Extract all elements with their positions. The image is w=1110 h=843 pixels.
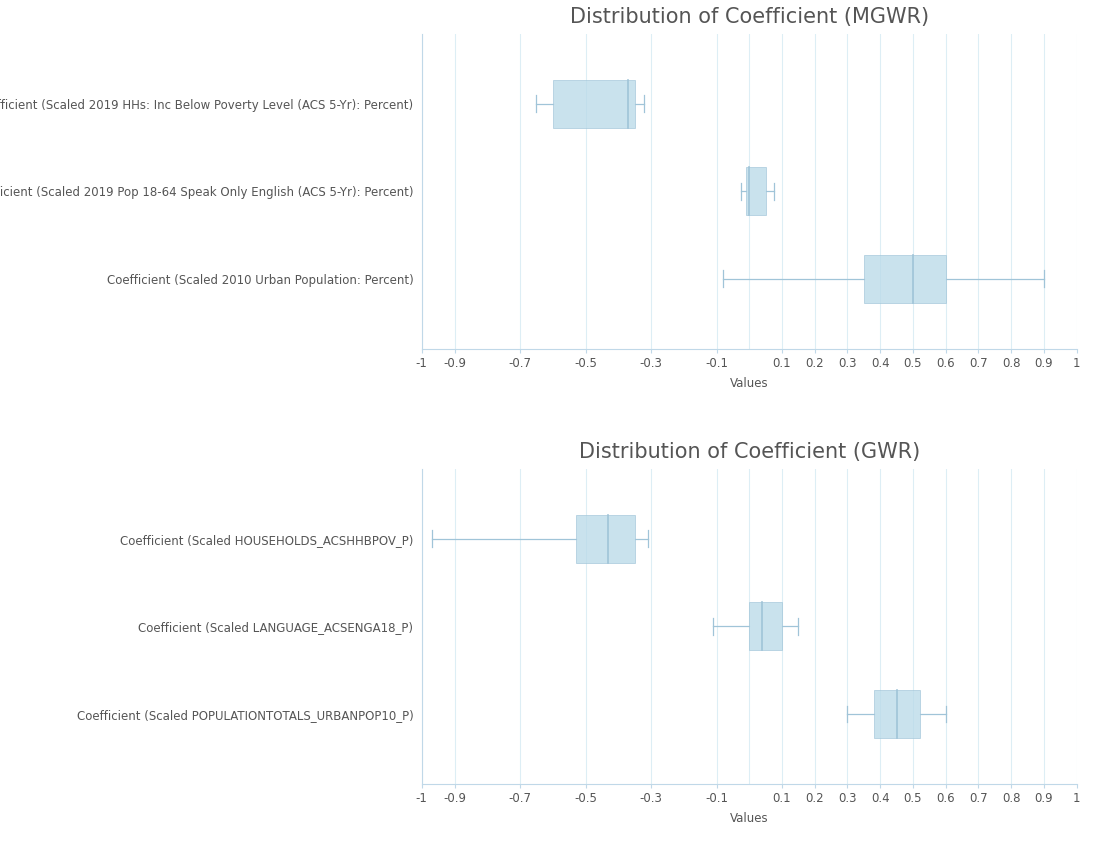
Bar [553,80,635,128]
X-axis label: Values: Values [730,377,768,390]
Bar [746,167,766,216]
Title: Distribution of Coefficient (GWR): Distribution of Coefficient (GWR) [578,442,920,462]
X-axis label: Values: Values [730,813,768,825]
Bar [749,602,781,651]
Bar [874,690,919,738]
Bar [576,515,635,563]
Title: Distribution of Coefficient (MGWR): Distribution of Coefficient (MGWR) [569,7,929,27]
Bar [864,255,946,303]
